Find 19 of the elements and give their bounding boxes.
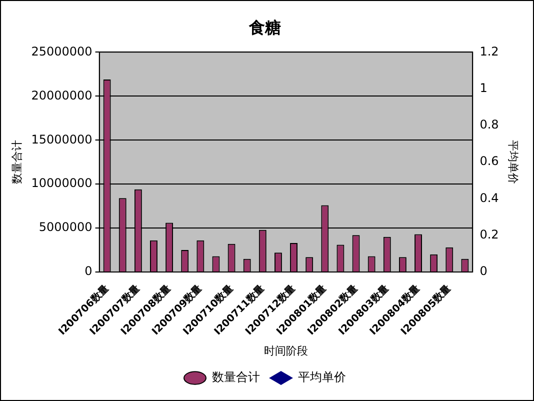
- y2-tick-label: 1: [480, 80, 488, 95]
- y-tick-label: 25000000: [31, 44, 92, 58]
- y2-tick-label: 0.8: [480, 118, 499, 132]
- y2-axis-title: 平均单价: [506, 140, 520, 184]
- y2-tick-label: 1.2: [480, 44, 499, 58]
- y2-tick-label: 0: [480, 264, 488, 278]
- y2-tick-label: 0.2: [480, 228, 499, 242]
- legend-label: 平均单价: [298, 370, 346, 384]
- chart-title: 食糖: [248, 18, 281, 37]
- y2-tick-label: 0.4: [480, 190, 499, 205]
- y-axis-title: 数量合计: [10, 140, 24, 184]
- y-tick-label: 0: [84, 264, 92, 278]
- y2-tick-label: 0.6: [480, 154, 499, 168]
- x-axis-title: 时间阶段: [264, 344, 308, 358]
- y-tick-label: 20000000: [31, 88, 92, 102]
- y-tick-label: 15000000: [31, 132, 92, 146]
- y-tick-label: 5000000: [38, 220, 92, 234]
- y-tick-label: 10000000: [31, 176, 92, 190]
- legend-label: 数量合计: [212, 370, 260, 384]
